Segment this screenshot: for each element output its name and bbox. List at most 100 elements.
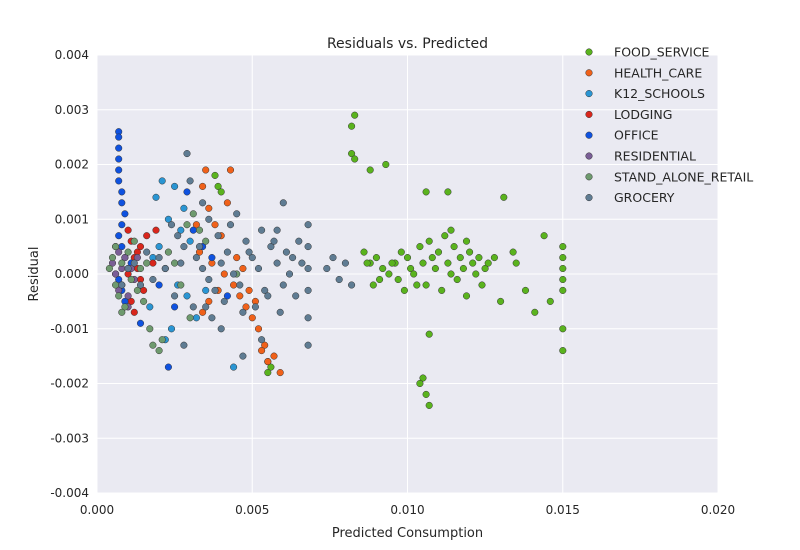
- data-point: [115, 292, 123, 300]
- legend-marker: [585, 131, 593, 139]
- data-point: [239, 264, 247, 273]
- data-point: [149, 275, 157, 284]
- data-point: [376, 275, 384, 284]
- data-point: [382, 160, 390, 169]
- data-point: [407, 264, 415, 273]
- data-point: [155, 254, 163, 262]
- data-point: [211, 286, 219, 294]
- legend-marker: [585, 110, 593, 118]
- data-point: [214, 232, 222, 240]
- data-point: [155, 347, 163, 355]
- data-point: [425, 330, 433, 338]
- data-point: [304, 341, 312, 349]
- data-point: [285, 270, 294, 278]
- data-point: [223, 248, 231, 256]
- data-point: [258, 226, 266, 234]
- data-point: [143, 259, 151, 267]
- data-point: [254, 325, 263, 333]
- data-point: [335, 275, 343, 284]
- data-point: [195, 226, 204, 234]
- legend-marker: [585, 194, 593, 202]
- data-point: [258, 347, 266, 355]
- data-point: [559, 286, 567, 294]
- data-point: [444, 259, 452, 267]
- data-point: [208, 254, 216, 262]
- data-point: [490, 254, 498, 262]
- data-point: [273, 226, 281, 234]
- data-point: [304, 243, 312, 251]
- data-point: [385, 270, 393, 278]
- data-point: [481, 264, 489, 273]
- data-point: [230, 363, 238, 371]
- data-point: [199, 308, 207, 316]
- data-point: [270, 352, 278, 360]
- data-point: [475, 254, 483, 262]
- data-point: [267, 363, 275, 371]
- data-point: [261, 341, 269, 349]
- data-point: [292, 292, 300, 300]
- data-point: [183, 188, 191, 196]
- data-point: [164, 215, 172, 223]
- data-point: [133, 286, 141, 294]
- x-tick-label: 0.010: [390, 503, 424, 517]
- data-point: [217, 188, 225, 196]
- data-point: [115, 232, 123, 240]
- data-point: [136, 264, 145, 273]
- data-point: [438, 286, 446, 294]
- data-point: [416, 379, 424, 388]
- x-tick-label: 0.020: [701, 503, 735, 517]
- data-point: [143, 248, 151, 256]
- legend-label: OFFICE: [614, 128, 659, 143]
- data-point: [230, 270, 238, 278]
- data-point: [351, 155, 359, 163]
- data-point: [186, 237, 194, 245]
- data-point: [245, 248, 253, 256]
- data-point: [397, 248, 405, 256]
- data-point: [214, 182, 222, 190]
- data-point: [282, 248, 290, 256]
- data-point: [434, 248, 443, 256]
- data-point: [304, 286, 312, 294]
- data-point: [149, 341, 157, 349]
- data-point: [251, 303, 259, 311]
- data-point: [410, 270, 418, 278]
- x-tick-label: 0.015: [546, 503, 580, 517]
- y-tick-label: 0.000: [55, 267, 89, 281]
- legend-label: K12_SCHOOLS: [614, 86, 705, 101]
- data-point: [177, 281, 185, 289]
- data-point: [189, 226, 197, 234]
- data-point: [236, 292, 244, 300]
- data-point: [192, 221, 200, 229]
- data-point: [192, 254, 200, 262]
- data-point: [108, 254, 117, 262]
- series-food-service: [211, 111, 567, 409]
- data-point: [152, 226, 160, 234]
- data-point: [441, 232, 449, 240]
- data-point: [183, 221, 191, 229]
- data-point: [456, 254, 464, 262]
- data-point: [223, 199, 231, 207]
- data-point: [304, 314, 312, 322]
- y-tick-label: 0.004: [55, 48, 89, 62]
- data-point: [245, 286, 253, 294]
- data-point: [413, 281, 421, 289]
- data-point: [289, 254, 297, 262]
- data-point: [323, 264, 331, 273]
- y-tick-label: 0.001: [55, 212, 89, 226]
- data-point: [118, 308, 126, 316]
- data-point: [202, 237, 210, 245]
- data-point: [466, 248, 474, 256]
- data-point: [133, 254, 141, 262]
- data-point: [258, 336, 266, 344]
- data-point: [136, 281, 145, 289]
- data-point: [180, 243, 188, 251]
- data-point: [372, 254, 380, 262]
- data-point: [236, 281, 244, 289]
- data-point: [146, 325, 154, 333]
- data-point: [276, 369, 284, 377]
- data-point: [226, 221, 235, 229]
- data-point: [115, 275, 123, 284]
- y-tick-label: -0.004: [50, 486, 89, 500]
- data-point: [130, 259, 138, 267]
- data-point: [115, 177, 123, 185]
